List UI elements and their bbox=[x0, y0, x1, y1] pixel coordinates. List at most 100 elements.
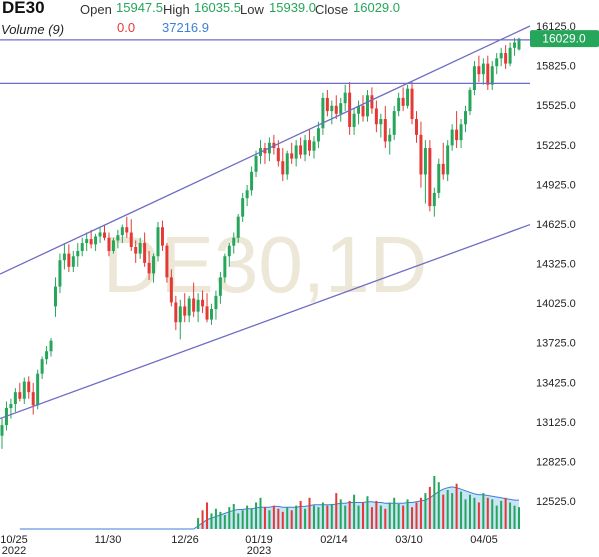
candle-body bbox=[383, 119, 387, 142]
candle-body bbox=[227, 245, 231, 257]
volume-bar bbox=[214, 508, 217, 529]
candle-body bbox=[294, 145, 298, 159]
candle-body bbox=[218, 277, 222, 296]
price-tick-label: 14325.0 bbox=[536, 259, 576, 271]
volume-bar bbox=[321, 502, 324, 529]
candle-body bbox=[9, 404, 13, 408]
price-tick-label: 15825.0 bbox=[536, 61, 576, 73]
candle-body bbox=[187, 298, 191, 316]
candle-body bbox=[201, 299, 205, 307]
candle-body bbox=[245, 190, 249, 199]
volume-bar bbox=[206, 502, 209, 529]
volume-bar bbox=[344, 505, 347, 529]
candle-body bbox=[22, 381, 26, 399]
price-axis[interactable]: 16125.0 15825.0 15525.0 15225.0 14925.0 14625… bbox=[536, 21, 576, 508]
candle-body bbox=[303, 140, 307, 155]
volume-bar bbox=[518, 507, 520, 529]
candle-body bbox=[330, 105, 334, 112]
open-value: 15947.5 bbox=[116, 0, 163, 15]
candle-body bbox=[432, 192, 436, 207]
candle-body bbox=[437, 163, 441, 193]
volume-bar bbox=[304, 508, 307, 529]
volume-bar bbox=[268, 510, 271, 529]
volume-bar bbox=[335, 493, 338, 529]
candle-body bbox=[517, 38, 521, 50]
candle-body bbox=[80, 243, 84, 251]
candle-body bbox=[156, 227, 160, 257]
candle-body bbox=[67, 253, 71, 267]
channel-lower-line[interactable] bbox=[0, 223, 531, 420]
price-tick-label: 14625.0 bbox=[536, 219, 576, 231]
candle-body bbox=[508, 47, 512, 64]
volume-bar bbox=[348, 500, 351, 529]
time-tick-label: 11/30 bbox=[95, 534, 122, 546]
volume-bar bbox=[246, 505, 249, 529]
volume-bar bbox=[424, 493, 427, 529]
time-tick-label: 03/10 bbox=[395, 534, 423, 546]
candle-body bbox=[120, 227, 124, 236]
volume-bar bbox=[250, 508, 253, 529]
candle-body bbox=[147, 262, 151, 274]
candle-body bbox=[281, 161, 285, 175]
volume-bar bbox=[464, 499, 467, 529]
volume-bar bbox=[419, 497, 422, 529]
volume-bar bbox=[210, 513, 213, 529]
volume-bar bbox=[473, 497, 476, 529]
candle-body bbox=[196, 299, 200, 312]
candle-body bbox=[160, 227, 164, 246]
candle-body bbox=[232, 237, 236, 246]
candle-body bbox=[58, 260, 62, 287]
candle-body bbox=[53, 286, 57, 307]
volume-bar bbox=[384, 508, 387, 529]
candle-body bbox=[392, 111, 396, 135]
volume-bar bbox=[241, 510, 244, 529]
candle-body bbox=[192, 298, 196, 312]
candle-body bbox=[410, 88, 414, 120]
volume-bar bbox=[366, 496, 369, 529]
candle-body bbox=[343, 92, 347, 104]
volume-bar bbox=[228, 507, 231, 529]
time-tick-label: 02/14 bbox=[320, 534, 348, 546]
close-label: Close bbox=[315, 2, 349, 17]
volume-bar bbox=[312, 505, 315, 529]
year-label: 2023 bbox=[247, 545, 271, 557]
volume-bar bbox=[428, 486, 431, 529]
candle-body bbox=[499, 53, 503, 59]
candle-body bbox=[183, 306, 187, 316]
volume-bar bbox=[406, 499, 409, 529]
candle-body bbox=[0, 425, 4, 436]
candle-body bbox=[125, 227, 129, 233]
candle-body bbox=[397, 97, 401, 112]
candle-body bbox=[334, 105, 338, 114]
price-tick-label: 13125.0 bbox=[536, 417, 576, 429]
time-tick-label: 10/25 bbox=[0, 534, 28, 546]
candle-body bbox=[472, 66, 476, 90]
high-value: 16035.5 bbox=[194, 0, 241, 15]
candle-body bbox=[459, 124, 463, 141]
candle-body bbox=[276, 148, 280, 162]
candle-body bbox=[370, 95, 374, 109]
volume-bar bbox=[232, 504, 235, 529]
candle-body bbox=[116, 235, 120, 241]
candle-body bbox=[85, 239, 89, 244]
candle-body bbox=[464, 111, 468, 125]
price-tick-label: 13425.0 bbox=[536, 377, 576, 389]
volume-bar bbox=[263, 507, 266, 529]
price-tick-label: 15225.0 bbox=[536, 140, 576, 152]
volume-bar bbox=[402, 505, 405, 529]
volume-bar bbox=[388, 502, 391, 529]
volume-bar bbox=[455, 483, 458, 529]
price-tick-label: 14925.0 bbox=[536, 179, 576, 191]
candle-body bbox=[504, 53, 508, 64]
candle-body bbox=[374, 108, 378, 125]
channel-upper-line[interactable] bbox=[0, 25, 531, 275]
candle-body bbox=[406, 88, 410, 106]
drawing-lines[interactable] bbox=[0, 25, 531, 420]
candle-body bbox=[111, 240, 115, 251]
candle-body bbox=[290, 153, 294, 159]
candle-body bbox=[423, 148, 427, 175]
last-price-box bbox=[530, 30, 599, 48]
candle-body bbox=[477, 66, 481, 75]
